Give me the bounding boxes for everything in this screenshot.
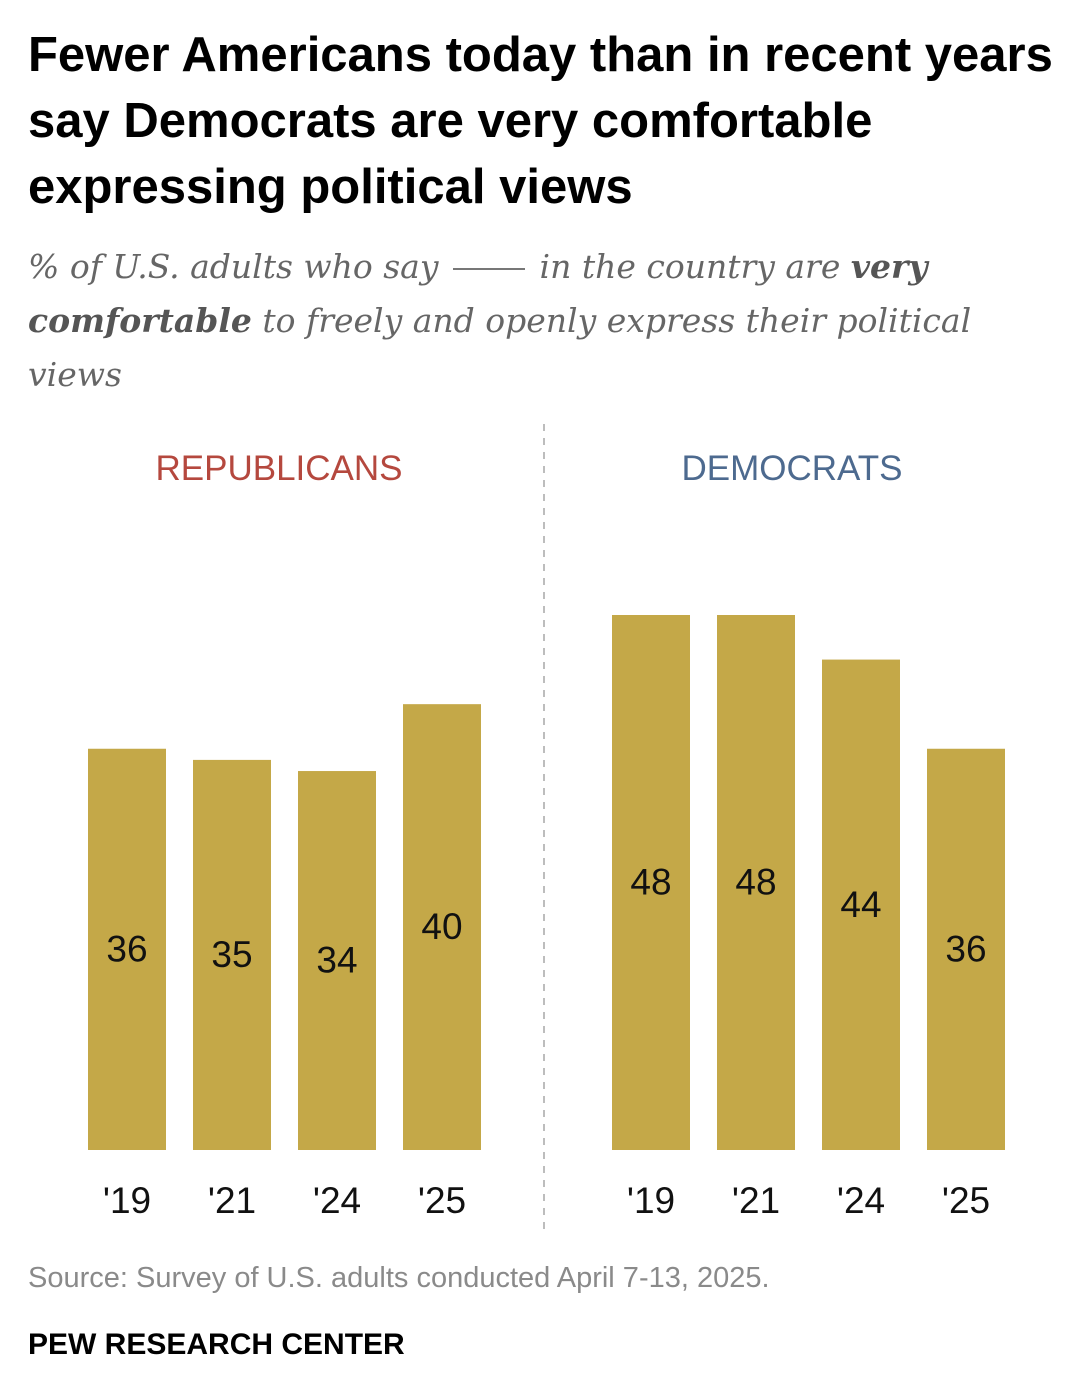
data-label-republicans-3: 40 — [421, 906, 462, 947]
panel-label-democrats: DEMOCRATS — [681, 449, 902, 488]
bar-democrats-1 — [717, 615, 795, 1150]
pew-research-center-logo: PEW RESEARCH CENTER — [28, 1328, 405, 1361]
bar-republicans-2 — [298, 771, 376, 1150]
data-label-democrats-2: 44 — [840, 884, 881, 925]
bar-democrats-0 — [612, 615, 690, 1150]
x-tick-republicans-1: '21 — [208, 1180, 256, 1221]
data-label-democrats-3: 36 — [945, 928, 986, 969]
bar-chart: REPUBLICANS 36 '19 35 '21 34 '24 40 '25 DEMOCRATS… — [88, 424, 1005, 1232]
panel-label-republicans: REPUBLICANS — [155, 449, 402, 488]
data-label-democrats-1: 48 — [735, 862, 776, 903]
subtitle-blank — [453, 267, 526, 270]
bar-republicans-1 — [193, 759, 271, 1150]
bar-democrats-2 — [822, 659, 900, 1150]
subtitle-part-3: to freely and openly express their polit… — [28, 301, 972, 394]
x-tick-democrats-2: '24 — [837, 1180, 885, 1221]
x-tick-republicans-3: '25 — [418, 1180, 466, 1221]
data-label-republicans-2: 34 — [316, 940, 357, 981]
x-tick-democrats-1: '21 — [732, 1180, 780, 1221]
bar-republicans-0 — [88, 748, 166, 1150]
data-label-republicans-0: 36 — [106, 928, 147, 969]
chart-title: Fewer Americans today than in recent yea… — [28, 28, 1053, 214]
bar-republicans-3 — [403, 704, 481, 1150]
subtitle-part-1: % of U.S. adults who say — [28, 247, 439, 286]
bar-democrats-3 — [927, 748, 1005, 1150]
data-label-democrats-0: 48 — [630, 862, 671, 903]
x-tick-republicans-0: '19 — [103, 1180, 151, 1221]
x-tick-republicans-2: '24 — [313, 1180, 361, 1221]
chart-subtitle: % of U.S. adults who say in the country … — [28, 240, 1073, 402]
data-label-republicans-1: 35 — [211, 934, 252, 975]
x-tick-democrats-3: '25 — [942, 1180, 990, 1221]
x-tick-democrats-0: '19 — [627, 1180, 675, 1221]
source-note: Source: Survey of U.S. adults conducted … — [28, 1262, 770, 1294]
subtitle-bold: very comfortable — [28, 247, 928, 340]
subtitle-part-2: in the country are — [539, 247, 841, 286]
